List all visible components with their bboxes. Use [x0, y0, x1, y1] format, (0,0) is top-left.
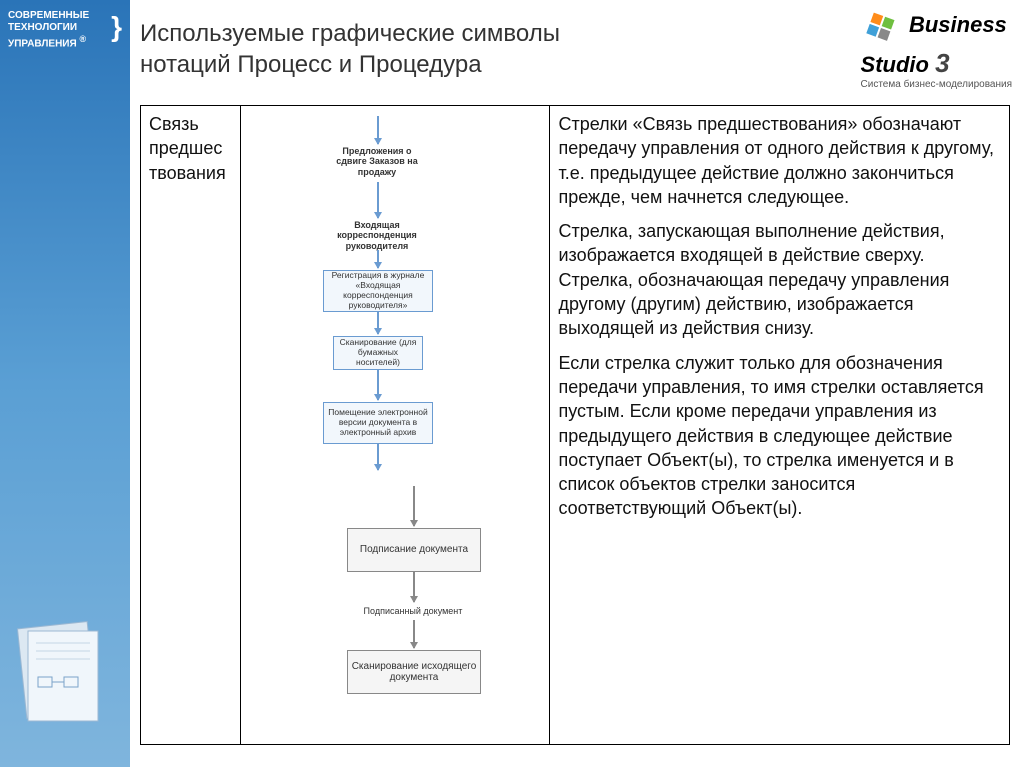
flow-box-big: Подписание документа — [347, 528, 481, 572]
bs-subtitle: Система бизнес-моделирования — [861, 79, 1012, 90]
arrow — [377, 250, 379, 268]
arrow — [377, 444, 379, 470]
arrow — [413, 620, 415, 648]
arrow — [377, 312, 379, 334]
flow-box-big: Сканирование исходящего документа — [347, 650, 481, 694]
arrow — [413, 572, 415, 602]
logo-line1: СОВРЕМЕННЫЕ — [8, 10, 89, 21]
desc-paragraph: Стрелка, запускающая выполнение действия… — [558, 219, 1001, 340]
flow-box: Сканирование (для бумажных носителей) — [333, 336, 423, 370]
bs-version: 3 — [935, 48, 949, 78]
description-cell: Стрелки «Связь предшествования» обознача… — [550, 106, 1010, 745]
symbol-name-cell: Связь предшес твования — [141, 106, 241, 745]
page-header: Используемые графические символы нотаций… — [140, 18, 840, 80]
flowchart: Предложения о сдвиге Заказов на продажу … — [245, 116, 545, 734]
flow-label: Входящая корреспонденция руководителя — [327, 220, 427, 251]
page-title: Используемые графические символы нотаций… — [140, 18, 840, 80]
brace-icon: } — [111, 10, 122, 44]
notation-table: Связь предшес твования Предложения о сдв… — [140, 105, 1010, 745]
arrow — [377, 182, 379, 218]
desc-paragraph: Если стрелка служит только для обозначен… — [558, 351, 1001, 521]
bs-studio: Studio — [861, 52, 929, 77]
diagram-cell: Предложения о сдвиге Заказов на продажу … — [240, 106, 549, 745]
sidebar: } СОВРЕМЕННЫЕ ТЕХНОЛОГИИ УПРАВЛЕНИЯ ® — [0, 0, 130, 767]
flow-label: Подписанный документ — [357, 606, 469, 616]
document-icon — [10, 617, 110, 737]
logo-line2: ТЕХНОЛОГИИ — [8, 22, 77, 33]
bs-logo-icon — [861, 8, 901, 48]
business-studio-logo: Business Studio 3 Система бизнес-моделир… — [861, 8, 1012, 90]
arrow — [413, 486, 415, 526]
bs-title: Business — [909, 12, 1007, 37]
desc-paragraph: Стрелки «Связь предшествования» обознача… — [558, 112, 1001, 209]
flow-label: Предложения о сдвиге Заказов на продажу — [327, 146, 427, 177]
arrow — [377, 116, 379, 144]
flow-box: Помещение электронной версии документа в… — [323, 402, 433, 444]
table-row: Связь предшес твования Предложения о сдв… — [141, 106, 1010, 745]
sidebar-logo: } СОВРЕМЕННЫЕ ТЕХНОЛОГИИ УПРАВЛЕНИЯ ® — [8, 10, 122, 50]
arrow — [377, 370, 379, 400]
logo-line3: УПРАВЛЕНИЯ — [8, 38, 77, 49]
flow-box: Регистрация в журнале «Входящая корреспо… — [323, 270, 433, 312]
